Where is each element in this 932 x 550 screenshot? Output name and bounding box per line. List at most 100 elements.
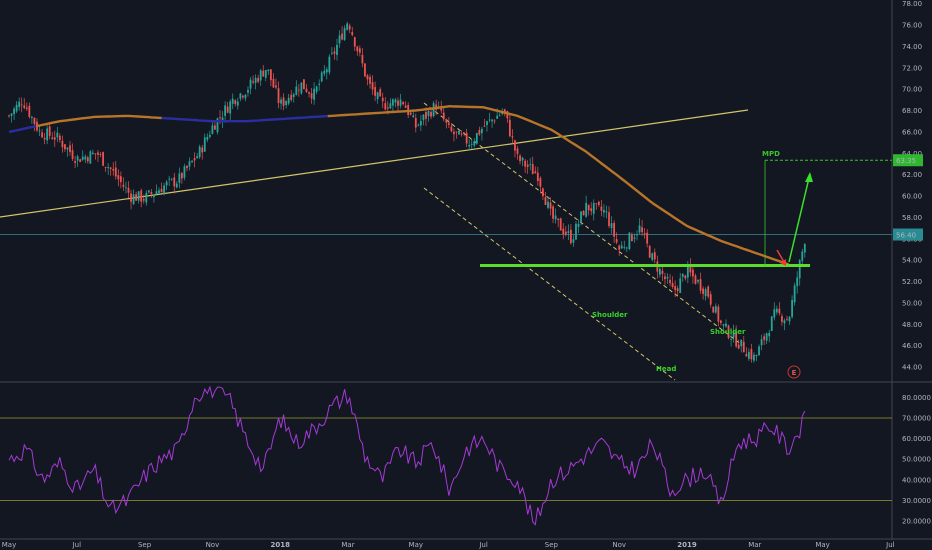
candle-body bbox=[33, 117, 36, 125]
candle-body bbox=[587, 204, 590, 211]
candle-body bbox=[712, 306, 715, 313]
candle-body bbox=[666, 276, 669, 279]
candle-body bbox=[765, 333, 768, 341]
price-tick-label: 70.00 bbox=[902, 86, 922, 94]
candle-body bbox=[84, 156, 87, 160]
candle-body bbox=[425, 111, 427, 119]
price-tick-label: 60.00 bbox=[902, 193, 922, 201]
candle-body bbox=[478, 130, 481, 135]
candle-body bbox=[358, 48, 361, 53]
candle-body bbox=[508, 119, 511, 137]
candle-body bbox=[664, 276, 666, 280]
candle-body bbox=[186, 165, 188, 169]
candle-body bbox=[74, 161, 77, 163]
candle-body bbox=[325, 69, 328, 73]
time-tick-label: Jul bbox=[72, 541, 82, 549]
candle-body bbox=[620, 245, 623, 249]
ma-line-above bbox=[35, 114, 162, 128]
candle-body bbox=[394, 99, 397, 103]
candle-body bbox=[366, 75, 369, 80]
candle-body bbox=[56, 132, 59, 138]
price-tick-label: 76.00 bbox=[902, 22, 922, 30]
candle-body bbox=[600, 206, 603, 211]
candle-body bbox=[796, 277, 799, 287]
candle-body bbox=[470, 143, 473, 145]
candle-body bbox=[534, 171, 537, 174]
candle-body bbox=[412, 115, 415, 118]
candle-body bbox=[193, 158, 196, 161]
price-tick-label: 78.00 bbox=[902, 0, 922, 8]
candle-body bbox=[262, 70, 265, 77]
candle-body bbox=[592, 203, 595, 214]
candle-body bbox=[150, 192, 153, 195]
candle-body bbox=[125, 187, 127, 189]
candle-body bbox=[104, 166, 107, 168]
candle-body bbox=[114, 167, 117, 177]
price-tick-label: 72.00 bbox=[902, 64, 922, 72]
candle-body bbox=[496, 115, 499, 119]
candle-body bbox=[160, 188, 163, 193]
candle-body bbox=[694, 275, 697, 284]
candle-body bbox=[511, 136, 514, 138]
candle-body bbox=[132, 194, 135, 205]
candle-body bbox=[247, 89, 249, 93]
candle-body bbox=[242, 95, 244, 98]
candle-body bbox=[165, 181, 168, 186]
candle-body bbox=[295, 86, 298, 95]
candle-body bbox=[442, 112, 445, 120]
candle-body bbox=[409, 112, 412, 115]
candle-body bbox=[239, 93, 242, 99]
candle-body bbox=[725, 323, 727, 327]
candle-body bbox=[163, 185, 165, 194]
candle-body bbox=[389, 103, 392, 109]
candle-body bbox=[244, 94, 247, 99]
candle-body bbox=[577, 223, 580, 227]
price-axis: 44.0046.0048.0050.0052.0054.0056.0058.00… bbox=[902, 0, 922, 371]
candle-body bbox=[315, 86, 318, 92]
candle-body bbox=[287, 97, 290, 104]
candle-body bbox=[643, 233, 646, 235]
candle-body bbox=[282, 97, 285, 106]
candle-body bbox=[10, 113, 13, 116]
candle-body bbox=[97, 152, 99, 155]
mpd-label: MPD bbox=[762, 150, 780, 158]
candle-body bbox=[353, 37, 356, 47]
candle-body bbox=[453, 131, 455, 135]
candle-body bbox=[99, 154, 102, 155]
channel-lower-line bbox=[423, 187, 676, 381]
candle-body bbox=[440, 106, 443, 111]
candle-body bbox=[336, 44, 338, 56]
candle-body bbox=[135, 194, 138, 201]
last-price-label: 56.40 bbox=[896, 232, 916, 240]
candle-body bbox=[249, 79, 252, 89]
candle-body bbox=[102, 152, 104, 166]
candle-body bbox=[747, 351, 750, 359]
time-tick-label: May bbox=[409, 541, 423, 549]
candle-body bbox=[155, 191, 158, 195]
candle-body bbox=[122, 184, 125, 187]
candle-body bbox=[20, 104, 23, 106]
candle-body bbox=[567, 231, 570, 233]
candle-body bbox=[798, 260, 801, 279]
target-price-badge bbox=[893, 154, 923, 167]
rsi-tick-label: 50.0000 bbox=[902, 456, 931, 464]
candle-body bbox=[384, 103, 387, 110]
candle-body bbox=[328, 56, 331, 73]
candle-body bbox=[613, 222, 616, 237]
candle-body bbox=[455, 131, 458, 133]
candle-body bbox=[460, 133, 463, 135]
projection-arrows bbox=[776, 172, 813, 266]
candle-body bbox=[142, 199, 145, 201]
ma-line-below bbox=[161, 114, 328, 123]
candle-body bbox=[183, 166, 186, 178]
candle-body bbox=[669, 279, 671, 284]
candle-body bbox=[267, 69, 270, 72]
price-tick-label: 68.00 bbox=[902, 107, 922, 115]
candle-body bbox=[689, 265, 692, 273]
candle-body bbox=[658, 268, 661, 275]
candle-body bbox=[788, 316, 791, 322]
candle-body bbox=[292, 94, 295, 98]
candle-body bbox=[740, 339, 743, 347]
candle-body bbox=[211, 125, 214, 134]
candle-body bbox=[653, 252, 656, 260]
